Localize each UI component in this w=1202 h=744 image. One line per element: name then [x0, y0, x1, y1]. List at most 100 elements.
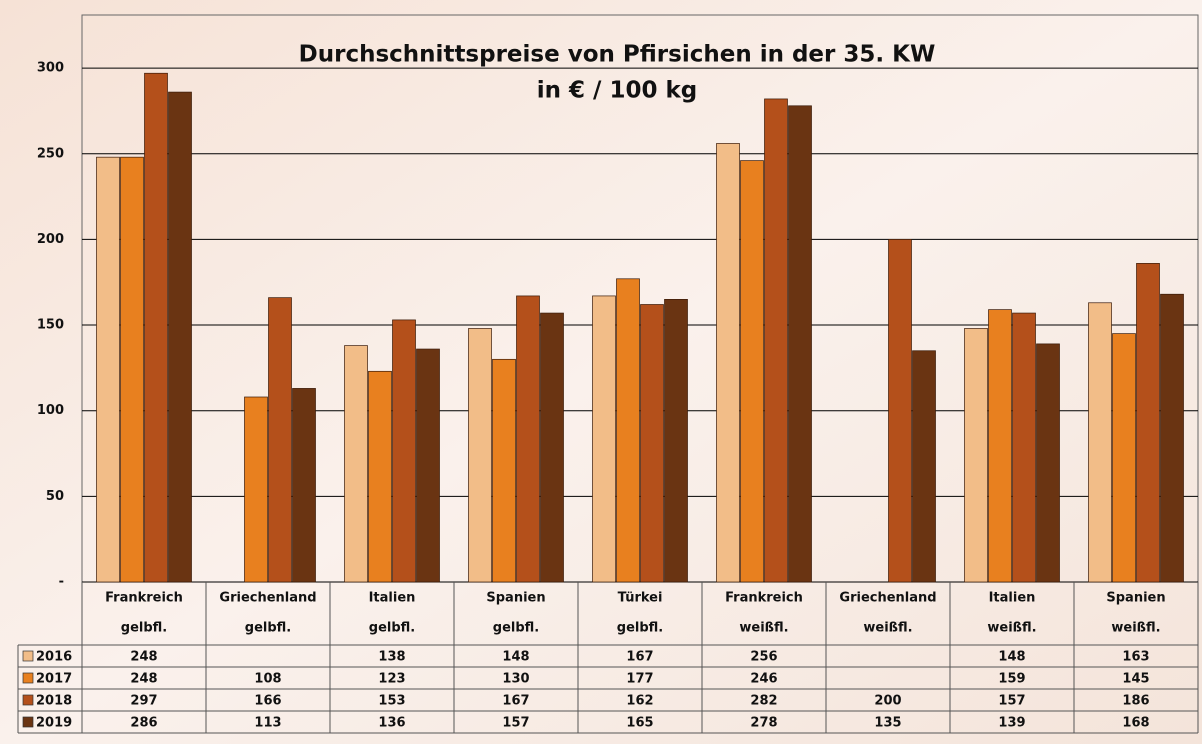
legend-label: 2016	[36, 650, 72, 665]
table-value: 167	[626, 650, 653, 665]
table-value: 138	[378, 650, 405, 665]
table-value: 165	[626, 716, 653, 731]
bar	[244, 396, 268, 583]
table-value: 136	[378, 716, 405, 731]
table-value: 113	[254, 716, 281, 731]
legend-swatch	[22, 694, 34, 706]
x-tick-label: gelbfl.	[617, 621, 663, 636]
table-value: 108	[254, 672, 281, 687]
legend-swatch	[22, 650, 34, 662]
bar	[144, 72, 168, 583]
table-value: 282	[750, 694, 777, 709]
bar	[788, 105, 812, 583]
table-value: 153	[378, 694, 405, 709]
y-tick-label: 50	[46, 489, 64, 504]
x-tick-label: Italien	[369, 591, 416, 606]
x-tick-label: Griechenland	[839, 591, 936, 606]
bar	[392, 319, 416, 583]
table-value: 139	[998, 716, 1025, 731]
x-tick-label: Frankreich	[725, 591, 803, 606]
y-tick-label: -	[59, 575, 64, 590]
x-tick-label: weißfl.	[739, 621, 788, 636]
bar	[616, 278, 640, 583]
x-tick-label: Türkei	[618, 591, 663, 606]
bar	[292, 388, 316, 583]
table-value: 248	[130, 672, 157, 687]
x-tick-label: Spanien	[486, 591, 545, 606]
x-tick-label: weißfl.	[1111, 621, 1160, 636]
table-value: 167	[502, 694, 529, 709]
bar	[268, 297, 292, 583]
bar	[640, 304, 664, 583]
bar	[964, 328, 988, 583]
bar	[516, 295, 540, 583]
y-tick-label: 200	[37, 232, 64, 247]
x-tick-label: gelbfl.	[245, 621, 291, 636]
bar	[664, 299, 688, 583]
table-value: 256	[750, 650, 777, 665]
table-value: 159	[998, 672, 1025, 687]
bar	[492, 358, 516, 583]
table-value: 246	[750, 672, 777, 687]
bar	[716, 143, 740, 583]
legend-label: 2018	[36, 694, 72, 709]
bar	[988, 309, 1012, 583]
x-tick-label: weißfl.	[987, 621, 1036, 636]
x-tick-label: Griechenland	[219, 591, 316, 606]
y-tick-label: 150	[37, 318, 64, 333]
table-value: 166	[254, 694, 281, 709]
table-value: 145	[1122, 672, 1149, 687]
x-tick-label: Frankreich	[105, 591, 183, 606]
bar	[1088, 302, 1112, 583]
table-value: 162	[626, 694, 653, 709]
table-value: 157	[502, 716, 529, 731]
bar	[1112, 333, 1136, 583]
table-value: 123	[378, 672, 405, 687]
bar	[764, 98, 788, 583]
x-tick-label: Spanien	[1106, 591, 1165, 606]
x-tick-label: weißfl.	[863, 621, 912, 636]
chart-title: Durchschnittspreise von Pfirsichen in de…	[299, 42, 936, 68]
bar	[540, 312, 564, 583]
bar	[1012, 312, 1036, 583]
bar	[96, 156, 120, 583]
table-value: 286	[130, 716, 157, 731]
bar	[1160, 293, 1184, 583]
legend-label: 2017	[36, 672, 72, 687]
bar	[888, 239, 912, 583]
bar	[592, 295, 616, 583]
legend-swatch	[22, 672, 34, 684]
bar	[344, 345, 368, 583]
bar	[1036, 343, 1060, 583]
table-value: 157	[998, 694, 1025, 709]
table-value: 163	[1122, 650, 1149, 665]
bar	[912, 350, 936, 583]
y-tick-label: 300	[37, 61, 64, 76]
x-tick-label: gelbfl.	[493, 621, 539, 636]
chart-subtitle: in € / 100 kg	[537, 78, 697, 104]
bar	[368, 370, 392, 583]
table-value: 297	[130, 694, 157, 709]
legend-swatch	[22, 716, 34, 728]
table-value: 130	[502, 672, 529, 687]
bar	[740, 160, 764, 583]
x-tick-label: Italien	[989, 591, 1036, 606]
table-value: 148	[502, 650, 529, 665]
bar	[120, 156, 144, 583]
table-value: 186	[1122, 694, 1149, 709]
table-value: 200	[874, 694, 901, 709]
bar	[168, 91, 192, 583]
bar	[1136, 263, 1160, 583]
table-value: 177	[626, 672, 653, 687]
legend-label: 2019	[36, 716, 72, 731]
x-tick-label: gelbfl.	[369, 621, 415, 636]
table-value: 248	[130, 650, 157, 665]
y-tick-label: 250	[37, 146, 64, 161]
bar	[416, 348, 440, 583]
table-value: 148	[998, 650, 1025, 665]
bar	[468, 328, 492, 583]
table-value: 135	[874, 716, 901, 731]
table-value: 278	[750, 716, 777, 731]
y-tick-label: 100	[37, 403, 64, 418]
